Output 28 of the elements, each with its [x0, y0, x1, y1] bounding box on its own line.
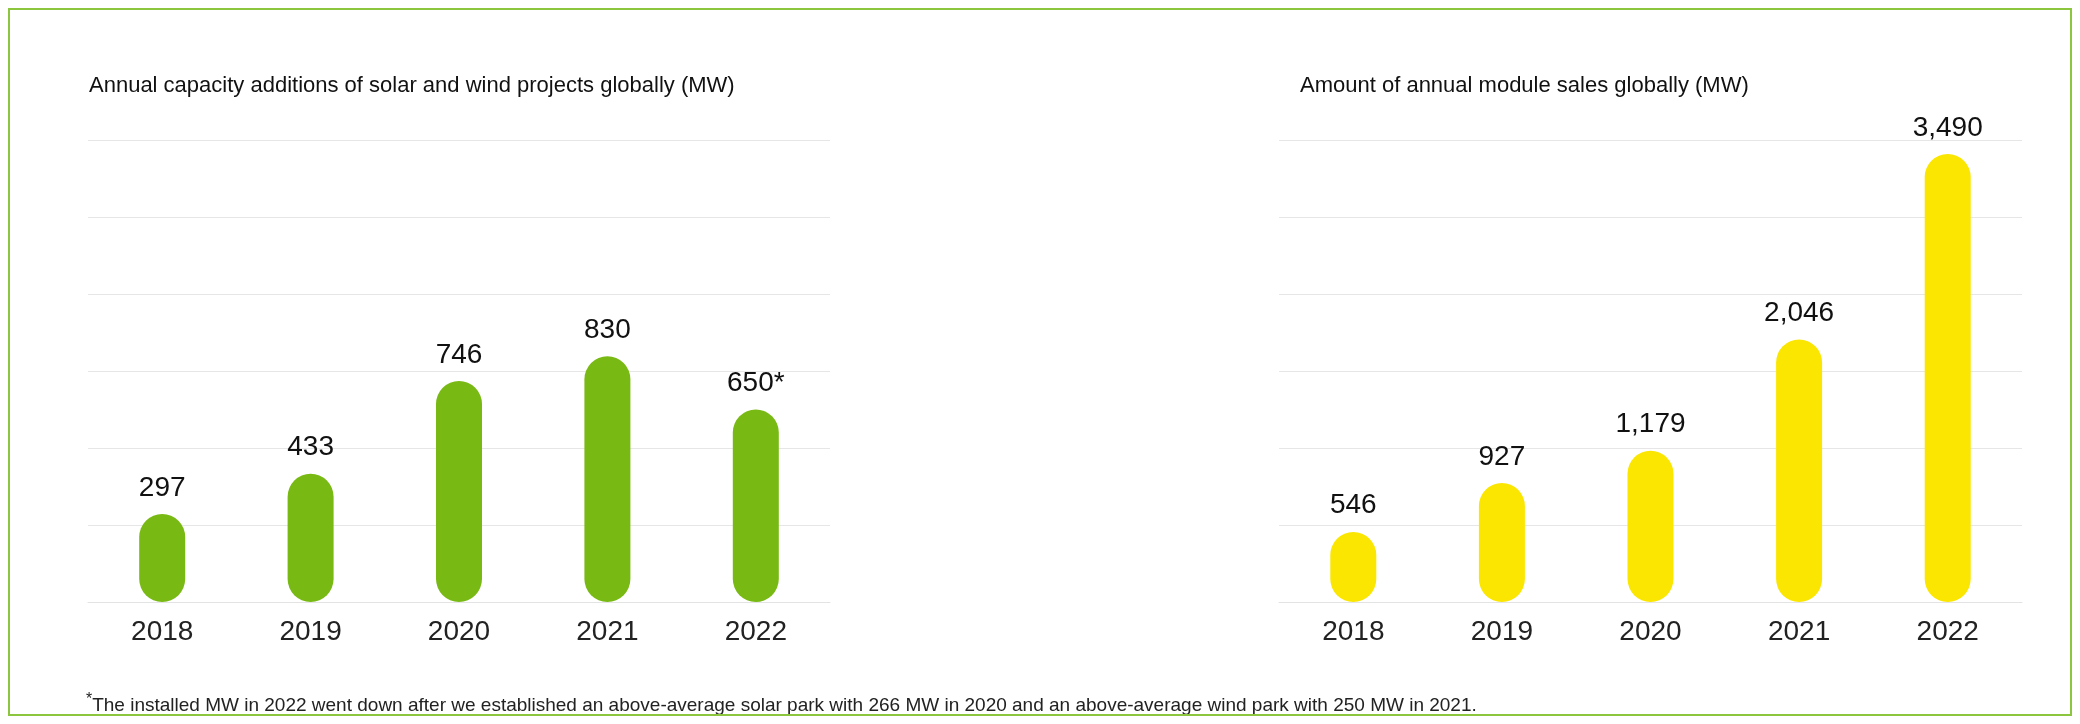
bar — [1776, 339, 1823, 602]
data-label: 650* — [726, 366, 785, 397]
bar — [1924, 154, 1971, 602]
data-label: 546 — [1329, 488, 1377, 520]
data-label: 927 — [1478, 439, 1526, 471]
x-tick-label: 2020 — [1619, 614, 1682, 646]
data-label: 433 — [287, 430, 334, 462]
x-tick-label: 2022 — [724, 614, 787, 646]
x-tick-label: 2019 — [1470, 614, 1534, 646]
chart-title: Annual capacity additions of solar and wind projects globally (MW) — [89, 71, 735, 97]
x-tick-label: 2021 — [576, 614, 639, 646]
data-label: 297 — [138, 470, 186, 502]
x-tick-label: 2018 — [1322, 614, 1385, 646]
bar — [436, 381, 482, 602]
data-label: 746 — [435, 337, 483, 369]
data-label: 2,046 — [1764, 295, 1835, 327]
x-tick-label: 2020 — [427, 614, 491, 646]
data-label: 1,179 — [1615, 407, 1686, 439]
chart-title: Amount of annual module sales globally (MW) — [1300, 71, 1749, 97]
bar — [584, 356, 631, 602]
data-label: 3,490 — [1912, 110, 1983, 142]
data-label: 830 — [584, 312, 631, 344]
x-tick-label: 2019 — [279, 614, 342, 646]
x-tick-label: 2018 — [131, 614, 194, 646]
x-tick-label: 2021 — [1767, 614, 1831, 646]
bar — [1627, 450, 1674, 602]
bar — [732, 409, 779, 602]
x-tick-label: 2022 — [1916, 614, 1979, 646]
